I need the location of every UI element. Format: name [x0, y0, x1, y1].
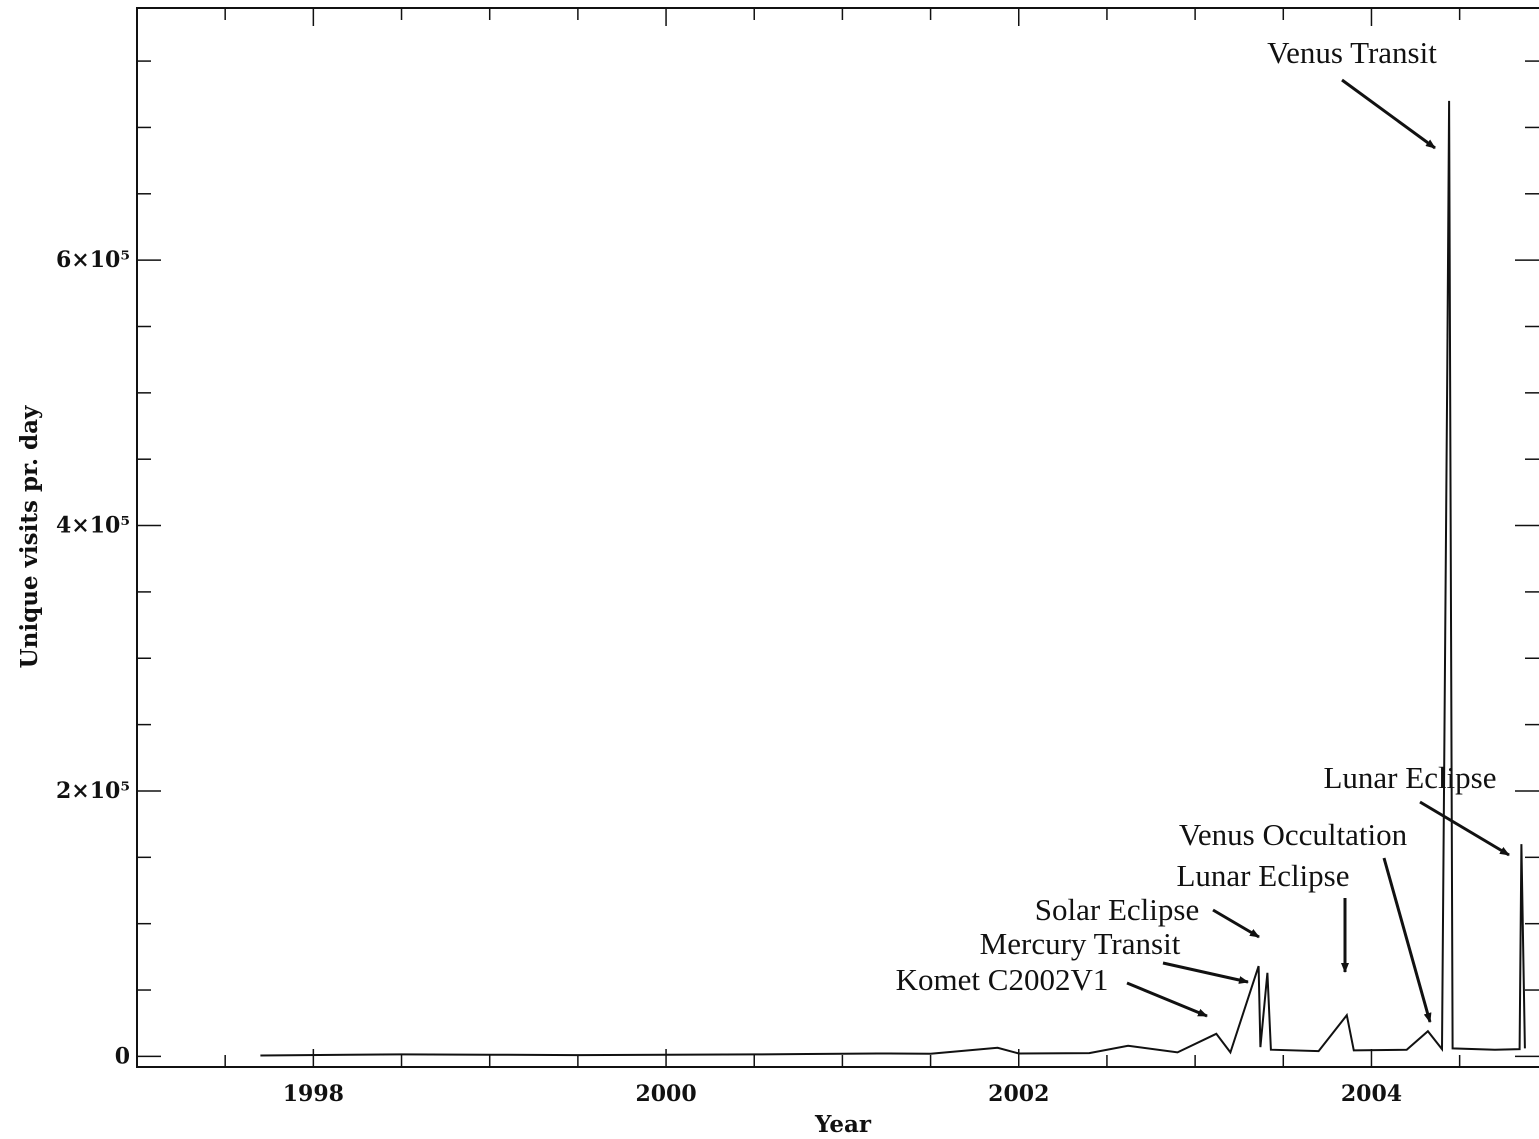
- y-tick-label: 6×10⁵: [56, 247, 130, 273]
- annotation-arrow: [1212, 908, 1260, 939]
- x-axis-title: Year: [814, 1111, 872, 1138]
- annotation-label: Solar Eclipse: [1035, 892, 1199, 927]
- annotation-label: Venus Transit: [1267, 35, 1437, 70]
- annotation-label: Mercury Transit: [980, 926, 1181, 961]
- x-tick-label: 2000: [635, 1081, 696, 1107]
- y-tick-label: 4×10⁵: [56, 513, 130, 539]
- x-tick-label: 2004: [1341, 1081, 1402, 1107]
- annotation-arrow: [1126, 981, 1208, 1018]
- annotation-arrow: [1341, 78, 1436, 150]
- data-series-line: [260, 100, 1526, 1057]
- y-axis-title: Unique visits pr. day: [16, 405, 43, 668]
- plot-frame: [136, 7, 1539, 1068]
- y-tick-label: 2×10⁵: [56, 778, 130, 804]
- annotation-label: Lunar Eclipse: [1176, 858, 1349, 893]
- annotation-label: Venus Occultation: [1179, 817, 1408, 852]
- x-tick-label: 1998: [283, 1081, 344, 1107]
- x-tick-label: 2002: [988, 1081, 1049, 1107]
- annotation-label: Komet C2002V1: [896, 962, 1109, 997]
- annotation-arrow: [1162, 961, 1249, 984]
- annotation-arrow: [1419, 800, 1510, 857]
- annotation-arrow: [1382, 857, 1432, 1023]
- annotation-label: Lunar Eclipse: [1323, 760, 1496, 795]
- y-tick-label: 0: [115, 1043, 130, 1069]
